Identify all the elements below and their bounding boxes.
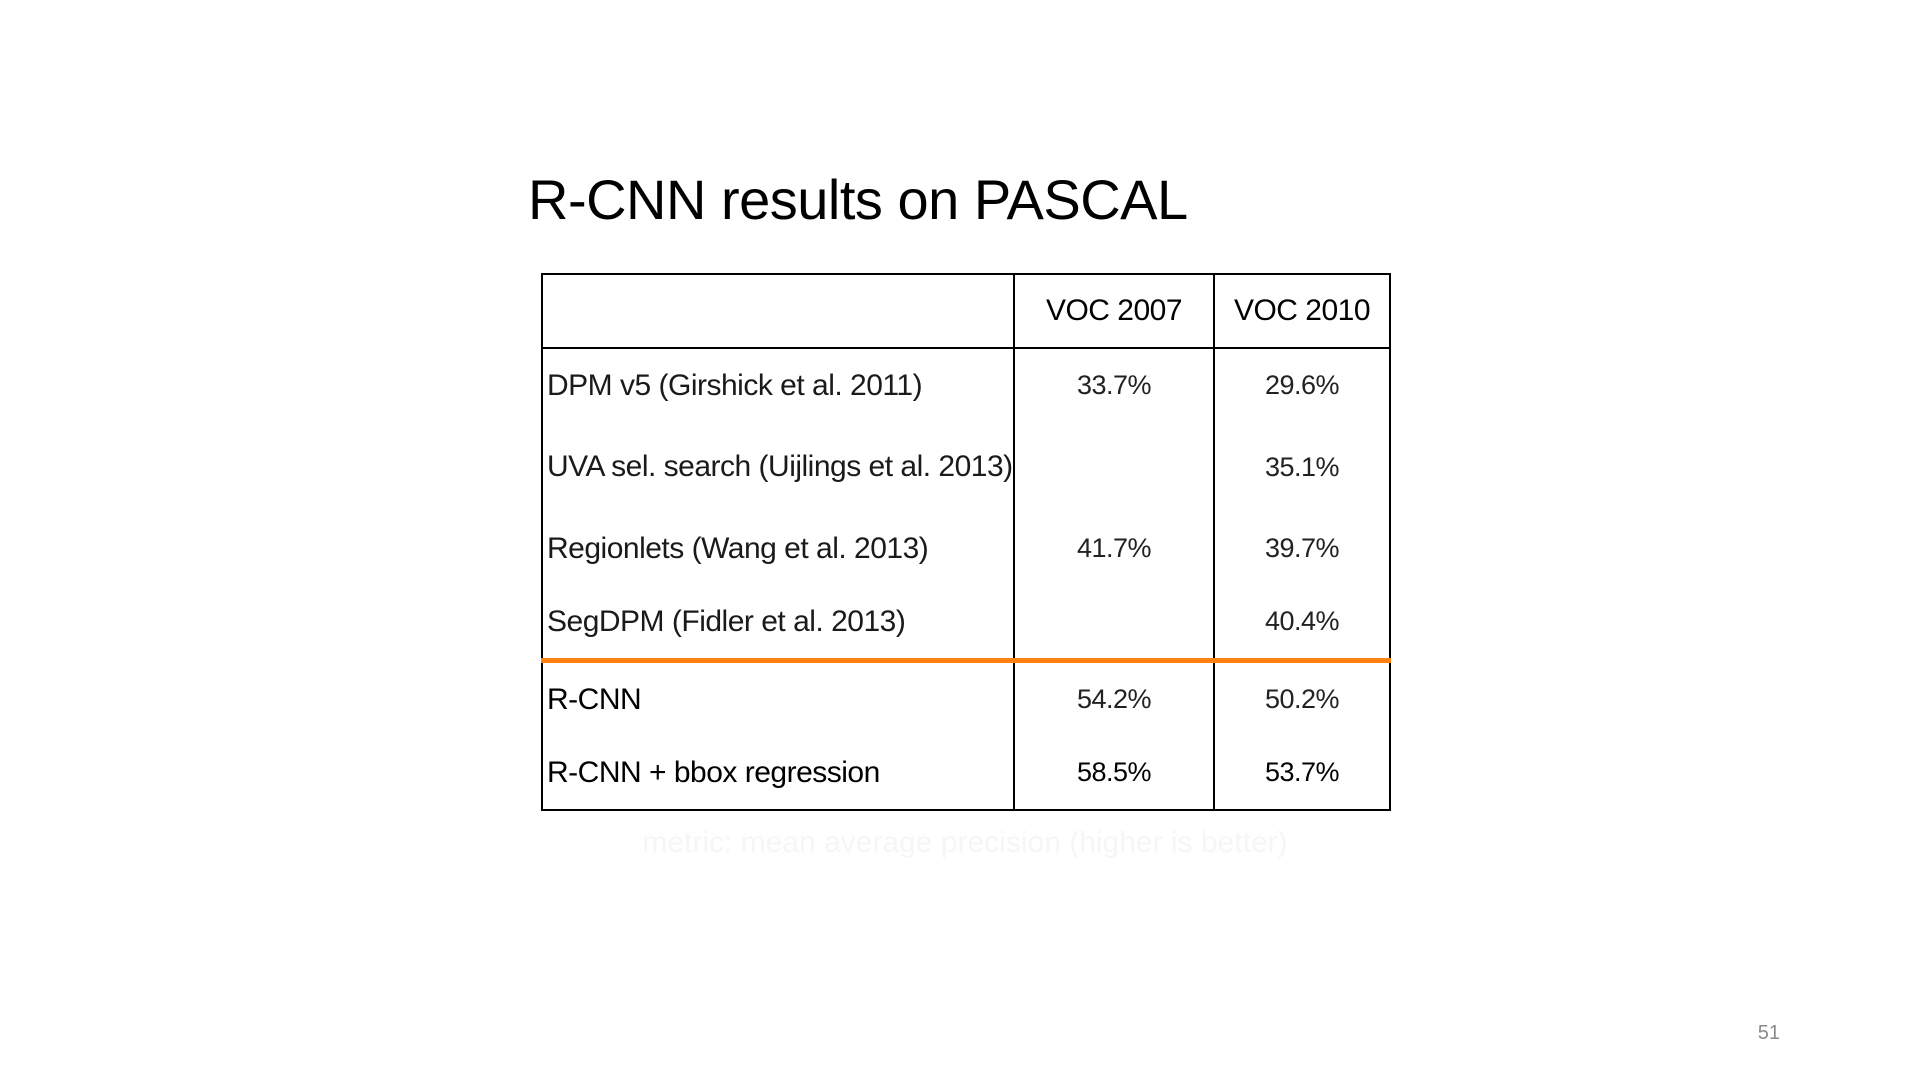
table-row: Regionlets (Wang et al. 2013) 41.7% 39.7…: [541, 512, 1391, 585]
column-header-voc2010: VOC 2010: [1213, 274, 1391, 349]
table-row: SegDPM (Fidler et al. 2013) 40.4%: [541, 585, 1391, 663]
metric-note: metric: mean average precision (higher i…: [642, 826, 1288, 859]
column-header-voc2007: VOC 2007: [1013, 274, 1215, 349]
column-header-method: [541, 274, 1015, 349]
results-table: VOC 2007 VOC 2010 DPM v5 (Girshick et al…: [541, 273, 1391, 811]
voc2010-cell: 40.4%: [1213, 585, 1391, 663]
table-header-row: VOC 2007 VOC 2010: [541, 274, 1391, 349]
method-cell: R-CNN + bbox regression: [541, 736, 1015, 810]
table-row: DPM v5 (Girshick et al. 2011) 33.7% 29.6…: [541, 348, 1391, 422]
slide-title: R-CNN results on PASCAL: [528, 168, 1188, 231]
voc2007-cell: 41.7%: [1013, 512, 1215, 585]
table-row-rcnn-bbox: R-CNN + bbox regression 58.5% 53.7%: [541, 736, 1391, 810]
method-cell: Regionlets (Wang et al. 2013): [541, 512, 1015, 585]
voc2007-cell: 33.7%: [1013, 348, 1215, 422]
method-cell: SegDPM (Fidler et al. 2013): [541, 585, 1015, 663]
voc2010-cell: 39.7%: [1213, 512, 1391, 585]
voc2007-cell: 54.2%: [1013, 660, 1215, 736]
voc2010-cell: 50.2%: [1213, 660, 1391, 736]
table-row: UVA sel. search (Uijlings et al. 2013) 3…: [541, 422, 1391, 512]
method-cell: R-CNN: [541, 660, 1015, 736]
table-row-rcnn: R-CNN 54.2% 50.2%: [541, 660, 1391, 736]
voc2010-cell: 29.6%: [1213, 348, 1391, 422]
voc2007-cell: 58.5%: [1013, 736, 1215, 810]
voc2007-cell: [1013, 585, 1215, 663]
method-cell: DPM v5 (Girshick et al. 2011): [541, 348, 1015, 422]
voc2010-cell: 35.1%: [1213, 422, 1391, 512]
method-cell: UVA sel. search (Uijlings et al. 2013): [541, 422, 1015, 512]
voc2007-cell: [1013, 422, 1215, 512]
page-number: 51: [1757, 1022, 1780, 1044]
voc2010-cell: 53.7%: [1213, 736, 1391, 810]
